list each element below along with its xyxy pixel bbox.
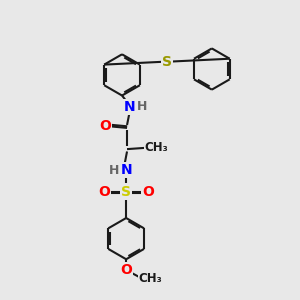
Text: N: N [124, 100, 135, 114]
Text: O: O [120, 263, 132, 278]
Text: CH₃: CH₃ [139, 272, 163, 285]
Text: CH₃: CH₃ [145, 141, 168, 154]
Text: S: S [121, 184, 131, 199]
Text: S: S [162, 55, 172, 69]
Text: N: N [120, 163, 132, 177]
Text: H: H [136, 100, 147, 113]
Text: H: H [109, 164, 119, 177]
Text: O: O [142, 184, 154, 199]
Text: O: O [99, 119, 111, 134]
Text: O: O [98, 184, 110, 199]
